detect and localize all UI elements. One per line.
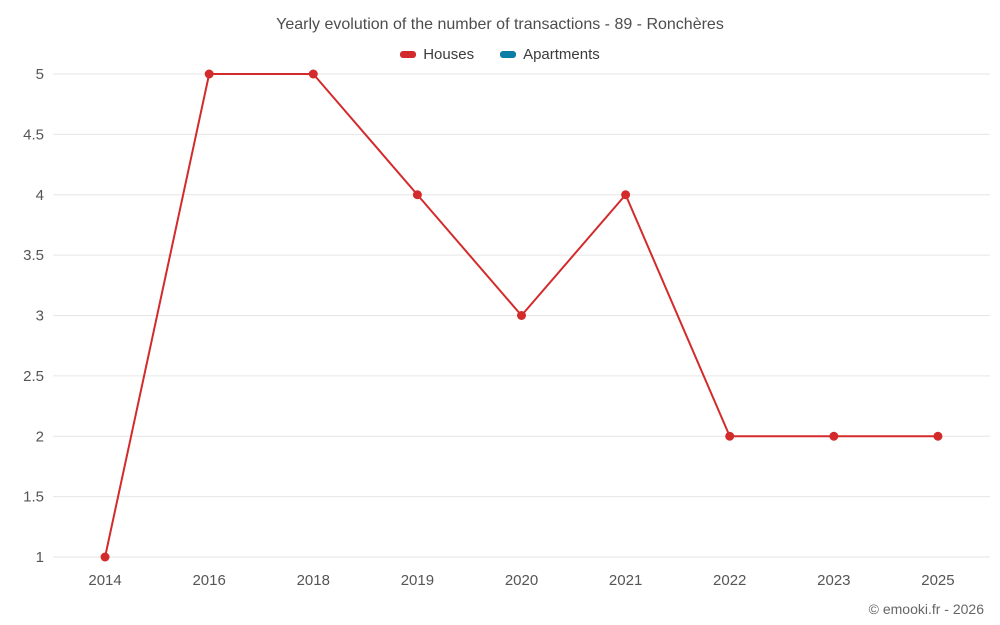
houses-data-point[interactable]	[621, 190, 631, 200]
y-tick-label: 4	[36, 187, 44, 204]
x-tick-label: 2023	[817, 572, 850, 589]
houses-data-point[interactable]	[204, 69, 214, 79]
y-tick-label: 5	[36, 66, 44, 83]
legend-label-houses: Houses	[423, 46, 475, 63]
y-tick-label: 4.5	[23, 126, 44, 143]
y-tick-label: 2.5	[23, 368, 44, 385]
credits-link[interactable]: © emooki.fr - 2026	[868, 601, 984, 617]
houses-data-point[interactable]	[100, 552, 110, 562]
houses-data-point[interactable]	[308, 69, 318, 79]
houses-legend-marker-icon	[400, 51, 417, 58]
x-tick-label: 2018	[297, 572, 330, 589]
y-tick-label: 3.5	[23, 247, 44, 264]
houses-data-point[interactable]	[829, 431, 839, 441]
y-tick-label: 3	[36, 308, 44, 325]
y-tick-label: 1	[36, 549, 44, 566]
x-tick-label: 2022	[713, 572, 746, 589]
legend-item-apartments[interactable]: Apartments	[500, 46, 600, 63]
y-tick-label: 1.5	[23, 489, 44, 506]
houses-data-point[interactable]	[412, 190, 422, 200]
houses-data-point[interactable]	[725, 431, 735, 441]
apartments-legend-marker-icon	[500, 51, 517, 58]
y-tick-label: 2	[36, 428, 44, 445]
x-tick-label: 2016	[192, 572, 225, 589]
houses-data-point[interactable]	[517, 311, 526, 320]
x-tick-label: 2021	[609, 572, 642, 589]
houses-data-point[interactable]	[933, 431, 943, 441]
chart-legend: Houses Apartments	[0, 46, 1000, 63]
legend-item-houses[interactable]: Houses	[400, 46, 474, 63]
x-tick-label: 2025	[921, 572, 954, 589]
x-tick-label: 2020	[505, 572, 538, 589]
x-tick-label: 2019	[401, 572, 434, 589]
legend-label-apartments: Apartments	[523, 46, 600, 63]
x-tick-label: 2014	[88, 572, 121, 589]
chart-title: Yearly evolution of the number of transa…	[276, 16, 724, 33]
